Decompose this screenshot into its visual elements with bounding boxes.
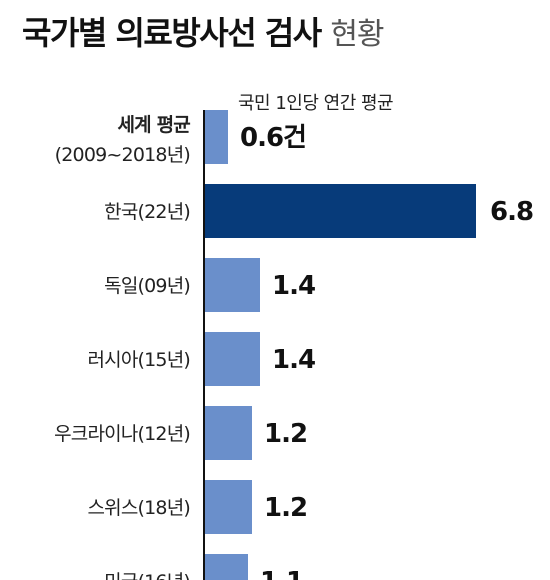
category-label-0-line-0: 세계 평균	[117, 114, 190, 136]
chart-title: 국가별 의료방사선 검사 현황	[22, 14, 385, 53]
category-label-4: 우크라이나(12년)	[54, 423, 190, 445]
value-label-0: 0.6건	[240, 123, 306, 153]
category-label-1: 한국(22년)	[104, 201, 190, 223]
category-label-2: 독일(09년)	[104, 275, 190, 297]
category-label-6: 미국(16년)	[104, 571, 190, 580]
value-label-2: 1.4	[272, 271, 315, 301]
bar-4	[204, 406, 252, 460]
bar-3	[204, 332, 260, 386]
bar-2	[204, 258, 260, 312]
value-label-1: 6.8	[490, 197, 533, 227]
category-label-0-line-1: (2009~2018년)	[55, 144, 190, 166]
category-label-3: 러시아(15년)	[87, 349, 190, 371]
value-label-6: 1.1	[260, 567, 303, 580]
bar-6	[204, 554, 248, 580]
title-suffix: 현황	[330, 17, 384, 52]
bar-1	[204, 184, 476, 238]
bar-0	[204, 110, 228, 164]
bar-5	[204, 480, 252, 534]
value-label-4: 1.2	[264, 419, 307, 449]
category-label-5: 스위스(18년)	[87, 497, 190, 519]
value-label-5: 1.2	[264, 493, 307, 523]
title-main: 국가별 의료방사선 검사	[22, 14, 322, 52]
chart-subtitle: 국민 1인당 연간 평균	[238, 93, 394, 114]
value-label-3: 1.4	[272, 345, 315, 375]
